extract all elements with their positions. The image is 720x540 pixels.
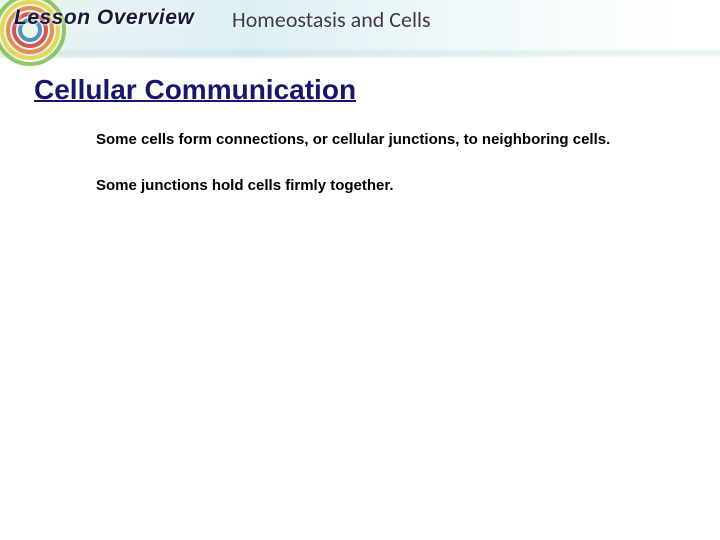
lesson-overview-label: Lesson Overview: [14, 6, 194, 30]
body-paragraph-2: Some junctions hold cells firmly togethe…: [96, 176, 680, 196]
section-title: Cellular Communication: [34, 74, 356, 106]
body-paragraph-1: Some cells form connections, or cellular…: [96, 130, 680, 150]
slide: Lesson Overview Homeostasis and Cells Ce…: [0, 0, 720, 540]
chapter-title: Homeostasis and Cells: [232, 6, 431, 33]
